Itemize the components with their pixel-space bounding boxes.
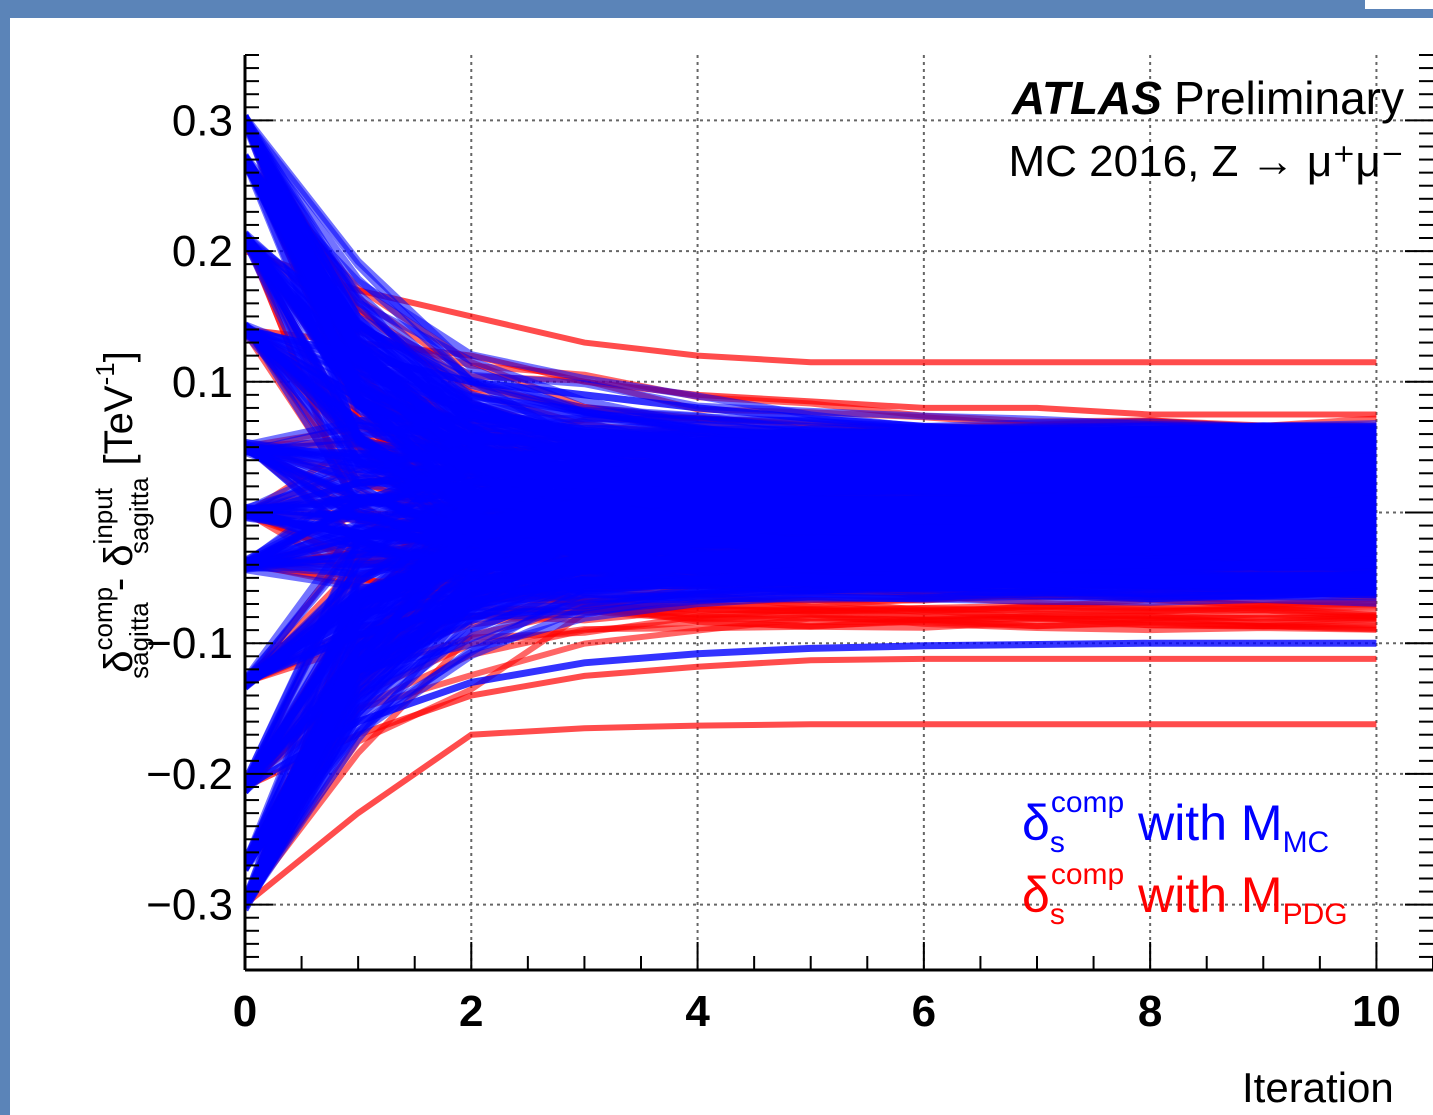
x-tick-label: 4 (685, 987, 710, 1036)
dataset-label: MC 2016, Z → μ⁺μ⁻ (1009, 137, 1404, 186)
x-tick-label: 8 (1138, 987, 1162, 1036)
pdg-trace (245, 611, 1377, 870)
mc-trace (245, 458, 1377, 901)
y-tick-label: 0.1 (172, 358, 233, 407)
mc-trace (245, 548, 1377, 908)
mc-trace (245, 574, 1377, 871)
y-tick-label: −0.3 (146, 881, 233, 930)
tick-labels: −0.3 −0.2 −0.1 0 0.1 0.2 0.3 0 2 4 6 8 10 (146, 96, 1401, 1036)
mc-trace (245, 476, 1377, 912)
trace-lines (245, 113, 1377, 912)
pdg-outlier-trace (245, 248, 1377, 366)
x-tick-label: 6 (912, 987, 936, 1036)
legend-entry-pdg: δscomp with MPDG (1022, 858, 1348, 931)
y-tick-label: −0.1 (146, 619, 233, 668)
x-axis-label: Iteration (1242, 1064, 1394, 1111)
y-tick-label: 0 (209, 489, 233, 538)
y-tick-label: 0.3 (172, 96, 233, 145)
experiment-label: ATLAS Preliminary (1011, 72, 1404, 124)
mc-trace (245, 528, 1377, 912)
x-tick-label: 2 (459, 987, 483, 1036)
legend-entry-mc: δscomp with MMC (1022, 786, 1329, 859)
y-axis-label: δcomp sagitta - δinput sagitta[TeV-1] (88, 351, 154, 679)
mc-outlier-trace (245, 639, 1377, 791)
mc-outlier-trace (245, 326, 1377, 438)
pdg-outlier-trace (245, 721, 1377, 907)
x-tick-label: 0 (233, 987, 257, 1036)
axes (243, 54, 1433, 972)
frame-corner-tab (1362, 0, 1433, 12)
x-tick-label: 10 (1352, 987, 1401, 1036)
y-tick-label: 0.2 (172, 227, 233, 276)
y-tick-label: −0.2 (146, 750, 233, 799)
pdg-outlier-trace (245, 655, 1377, 790)
